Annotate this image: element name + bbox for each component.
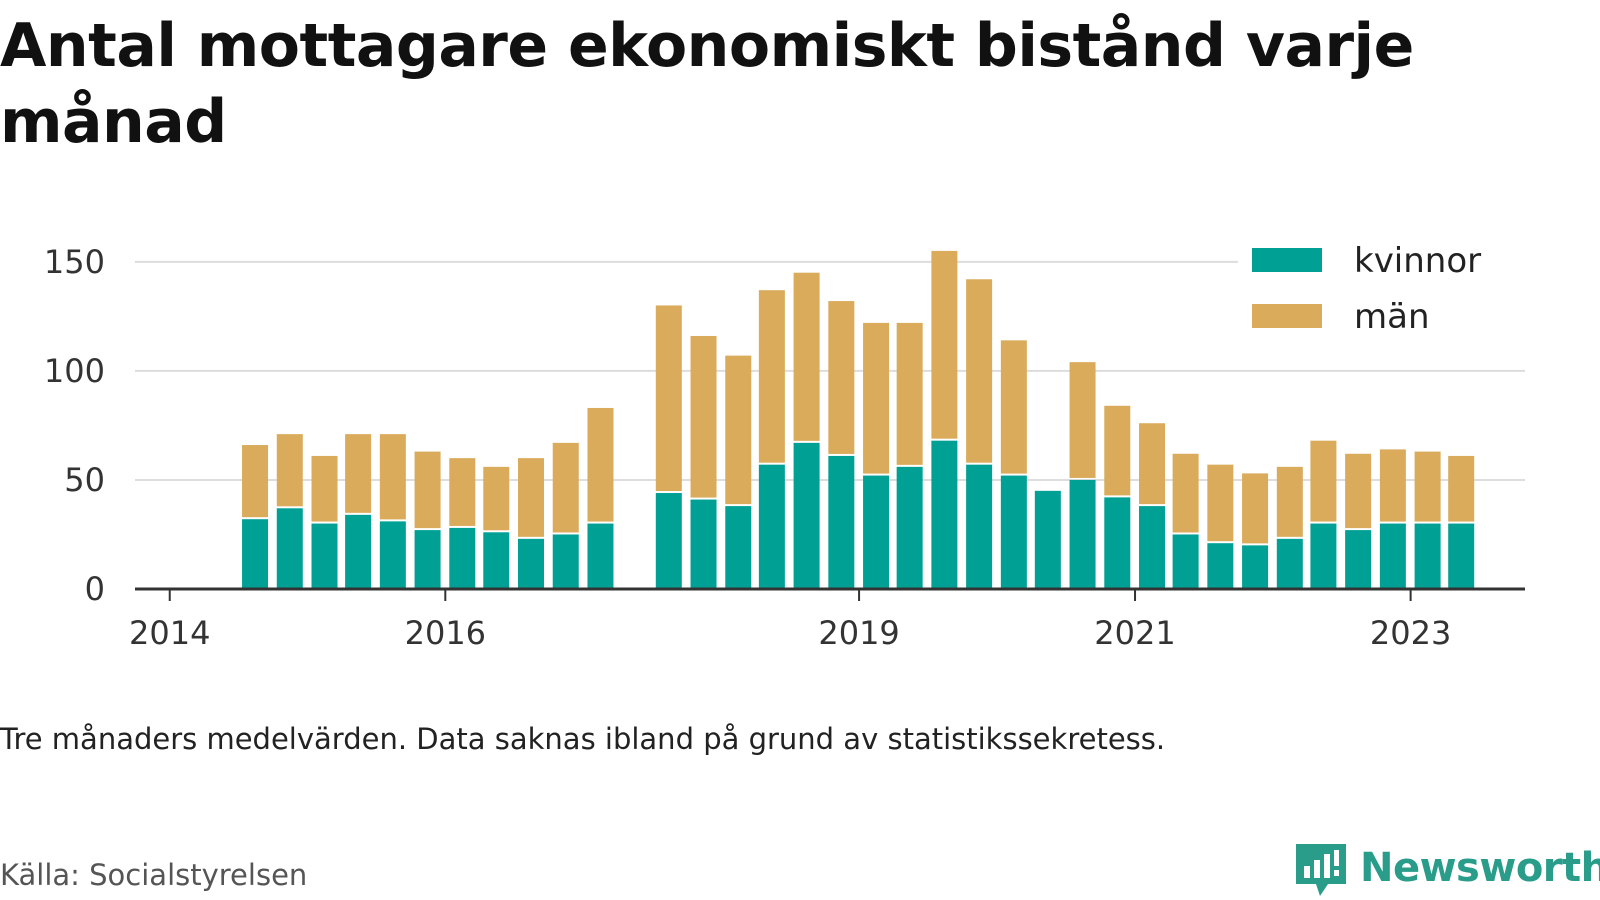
source-credit: Källa: Socialstyrelsen xyxy=(0,858,308,892)
bar-kvinnor xyxy=(1034,490,1061,589)
bar-man xyxy=(1104,405,1131,496)
x-axis-tick-labels: 2014 2016 2019 2021 2023 xyxy=(129,614,1451,652)
bar-man xyxy=(414,451,441,529)
bar-man xyxy=(1310,440,1337,522)
bar-kvinnor xyxy=(414,530,441,589)
bar-kvinnor xyxy=(793,442,820,589)
bar-man xyxy=(655,305,682,492)
bar-man xyxy=(725,355,752,505)
bar-kvinnor xyxy=(311,523,338,589)
bar-kvinnor xyxy=(655,493,682,589)
bar-man xyxy=(1414,451,1441,522)
y-tick-label: 150 xyxy=(44,243,105,281)
bar-kvinnor xyxy=(931,440,958,589)
x-axis xyxy=(135,587,1525,601)
chart-title: Antal mottagare ekonomiskt bistånd varje… xyxy=(0,11,1414,157)
bar-man xyxy=(552,442,579,533)
bar-man xyxy=(1000,340,1027,474)
bar-man xyxy=(483,466,510,531)
bars xyxy=(242,250,1475,589)
bar-man xyxy=(1242,473,1269,544)
bar-man xyxy=(449,458,476,526)
bar-kvinnor xyxy=(896,466,923,589)
bar-man xyxy=(1448,455,1475,522)
bar-kvinnor xyxy=(1414,523,1441,589)
y-tick-label: 100 xyxy=(44,352,105,390)
bar-kvinnor xyxy=(483,532,510,589)
bar-man xyxy=(518,458,545,537)
bar-man xyxy=(966,279,993,463)
bar-kvinnor xyxy=(1448,523,1475,589)
bar-man xyxy=(931,250,958,439)
bar-man xyxy=(828,301,855,454)
bar-kvinnor xyxy=(552,534,579,589)
chart-note: Tre månaders medelvärden. Data saknas ib… xyxy=(0,722,1166,756)
bar-kvinnor xyxy=(1000,475,1027,589)
y-tick-label: 0 xyxy=(85,570,105,608)
bar-man xyxy=(1069,362,1096,478)
bar-kvinnor xyxy=(758,464,785,589)
bar-kvinnor xyxy=(242,519,269,589)
bar-man xyxy=(758,290,785,463)
bar-man xyxy=(793,272,820,441)
bar-man xyxy=(1276,466,1303,537)
bar-man xyxy=(896,322,923,465)
bar-kvinnor xyxy=(1379,523,1406,589)
bar-man xyxy=(863,322,890,474)
bar-kvinnor xyxy=(863,475,890,589)
y-axis-tick-labels: 0 50 100 150 xyxy=(44,243,105,608)
bar-kvinnor xyxy=(1310,523,1337,589)
bar-kvinnor xyxy=(1345,530,1372,589)
brand-name: Newsworthy xyxy=(1360,845,1600,891)
stacked-bar-chart: 0 50 100 150 2014 2016 2019 2021 2023 kvinnor mä… xyxy=(44,238,1528,652)
legend-swatch xyxy=(1252,304,1322,328)
x-tick-label: 2019 xyxy=(818,614,899,652)
bar-kvinnor xyxy=(725,506,752,589)
bar-man xyxy=(379,434,406,520)
bar-man xyxy=(587,407,614,522)
bar-kvinnor xyxy=(1069,479,1096,589)
bar-kvinnor xyxy=(518,538,545,589)
y-tick-label: 50 xyxy=(64,461,105,499)
x-tick-label: 2023 xyxy=(1370,614,1451,652)
bar-man xyxy=(1345,453,1372,529)
bar-man xyxy=(1139,423,1166,505)
bar-man xyxy=(1172,453,1199,533)
bar-kvinnor xyxy=(449,527,476,589)
bar-man xyxy=(1379,449,1406,522)
bar-kvinnor xyxy=(828,455,855,589)
bar-kvinnor xyxy=(1207,543,1234,589)
bar-man xyxy=(690,335,717,498)
bar-man xyxy=(311,455,338,522)
bar-kvinnor xyxy=(1242,545,1269,589)
bar-man xyxy=(242,445,269,518)
bar-kvinnor xyxy=(966,464,993,589)
bar-chart-bubble-icon xyxy=(1296,844,1346,896)
legend-label: män xyxy=(1354,297,1430,337)
bar-man xyxy=(1207,464,1234,542)
bar-kvinnor xyxy=(690,499,717,589)
bar-kvinnor xyxy=(1139,506,1166,589)
bar-kvinnor xyxy=(345,514,372,589)
x-tick-label: 2014 xyxy=(129,614,210,652)
bar-kvinnor xyxy=(276,508,303,589)
bar-kvinnor xyxy=(379,521,406,589)
bar-kvinnor xyxy=(1172,534,1199,589)
x-tick-label: 2016 xyxy=(405,614,486,652)
legend: kvinnor män xyxy=(1238,238,1528,353)
bar-man xyxy=(345,434,372,513)
bar-kvinnor xyxy=(1276,538,1303,589)
x-tick-label: 2021 xyxy=(1094,614,1175,652)
bar-kvinnor xyxy=(587,523,614,589)
bar-man xyxy=(276,434,303,507)
legend-swatch xyxy=(1252,248,1322,272)
bar-kvinnor xyxy=(1104,497,1131,589)
legend-label: kvinnor xyxy=(1354,241,1481,281)
